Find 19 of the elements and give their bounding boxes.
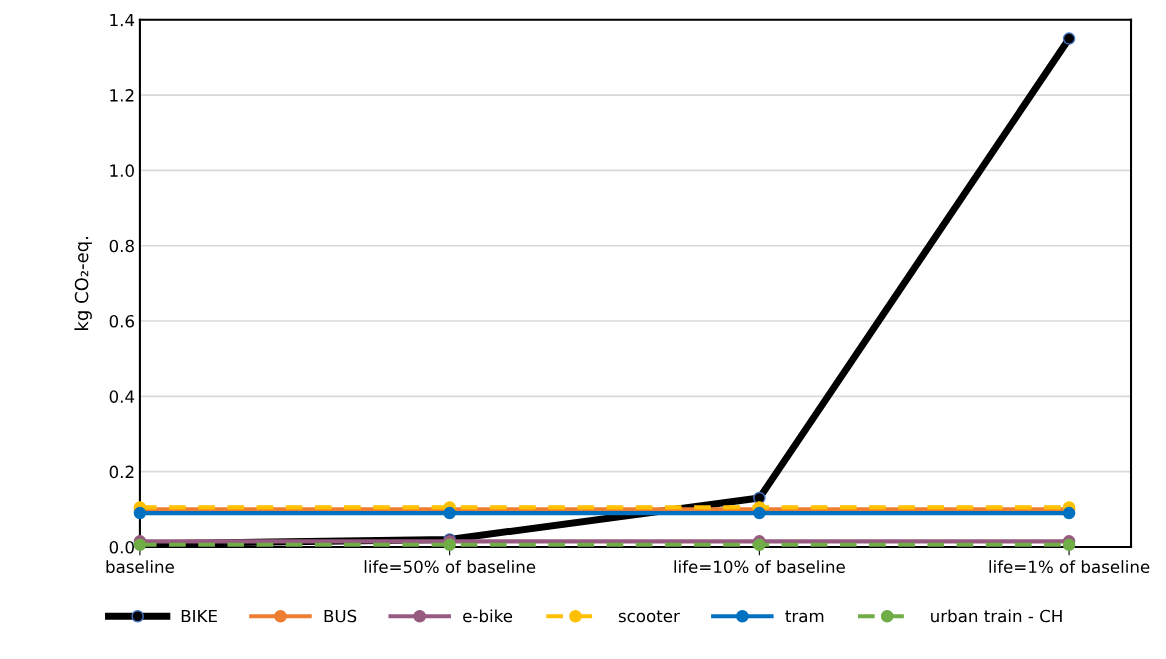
x-tick-label: baseline (106, 560, 174, 574)
legend-label: BUS (324, 609, 357, 623)
legend-label: BIKE (181, 609, 217, 623)
y-tick-label: 1.4 (110, 13, 135, 27)
x-tick-label: life=10% of baseline (674, 560, 845, 574)
legend-label: tram (785, 610, 824, 623)
y-tick-label: 1.0 (110, 164, 134, 177)
y-axis-title: kg CO₂-eq. (74, 237, 92, 330)
x-tick-label: life=50% of baseline (364, 560, 536, 574)
y-tick-label: 0.8 (109, 239, 134, 253)
legend-label: urban train - CH (931, 609, 1062, 623)
x-tick-label: life=1% of baseline (989, 560, 1150, 574)
y-tick-label: 0.6 (109, 314, 135, 328)
legend-label: e-bike (463, 609, 513, 623)
y-tick-label: 1.2 (110, 89, 134, 102)
y-tick-label: 0.2 (109, 465, 134, 479)
y-tick-label: 0.0 (109, 540, 134, 554)
legend-label: scooter (618, 610, 680, 623)
y-tick-label: 0.4 (109, 390, 135, 403)
